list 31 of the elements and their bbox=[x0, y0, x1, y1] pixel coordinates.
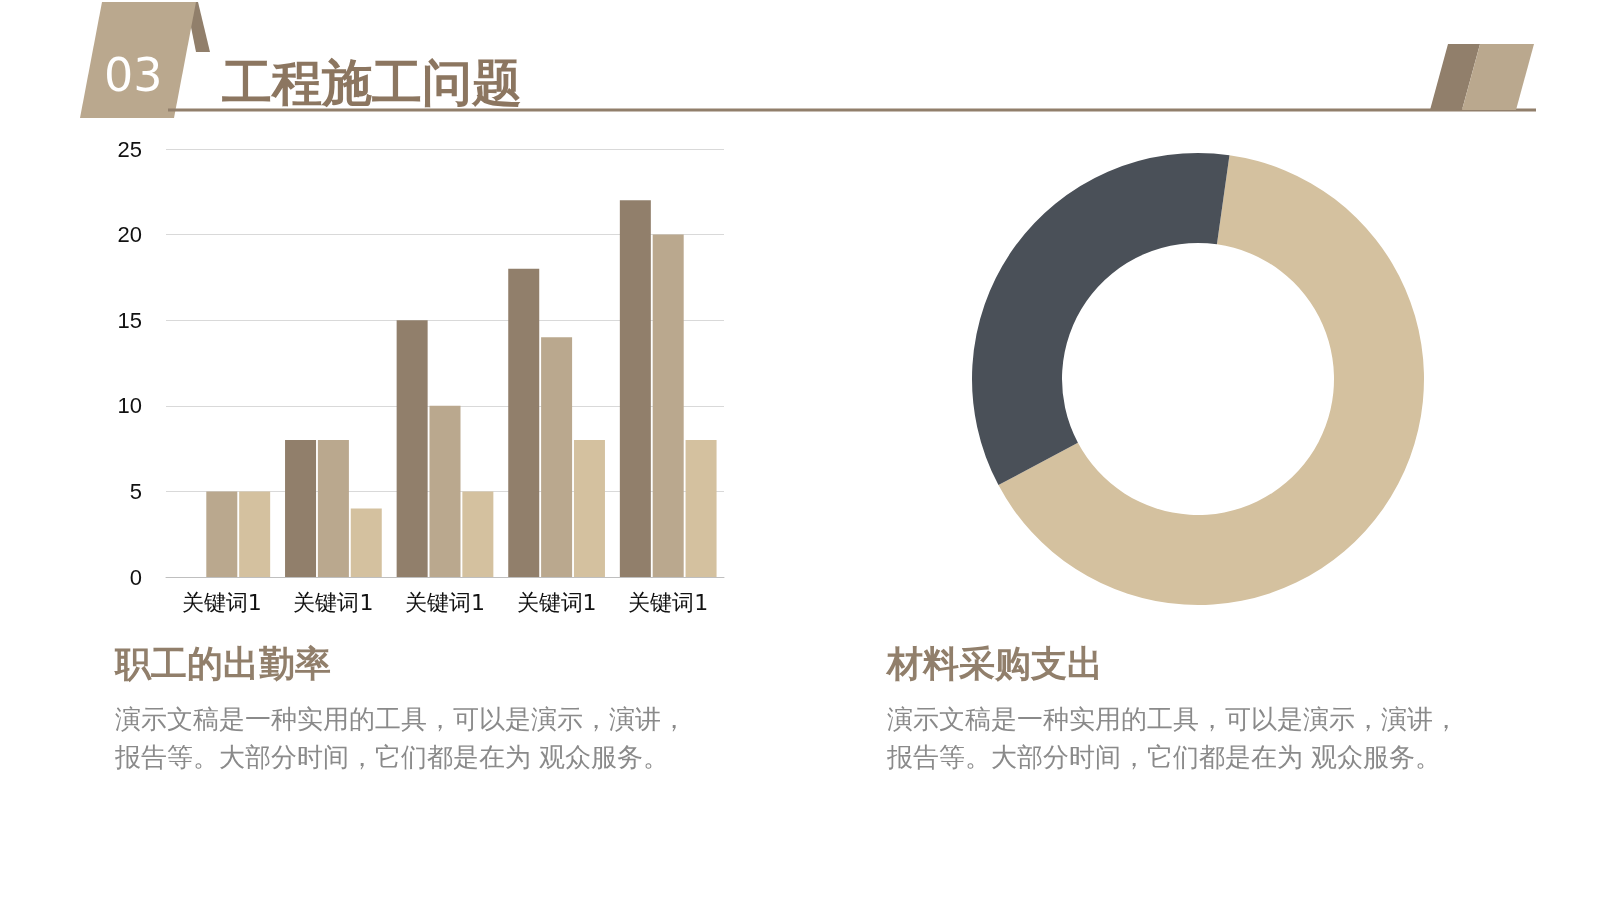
x-tick-label: 关键词1 bbox=[293, 589, 374, 615]
y-tick-label: 0 bbox=[129, 564, 142, 590]
text: 03 bbox=[104, 48, 163, 102]
x-tick-label: 关键词1 bbox=[516, 589, 597, 615]
text: 演示文稿是一种实用的工具，可以是演示，演讲，报告等。大部分时间，它们都是在为 观众服务。 bbox=[887, 703, 1460, 774]
bar bbox=[350, 508, 382, 577]
bar bbox=[573, 440, 605, 577]
text: 演示文稿是一种实用的工具，可以是演示，演讲，报告等。大部分时间，它们都是在为 观众服务。 bbox=[115, 703, 688, 774]
y-tick-label: 25 bbox=[117, 136, 142, 162]
bar bbox=[462, 491, 494, 577]
y-tick-label: 5 bbox=[129, 478, 142, 504]
bar bbox=[396, 320, 428, 577]
bar bbox=[429, 405, 461, 577]
x-tick-label: 关键词1 bbox=[405, 589, 485, 615]
text: 材料采购支出 bbox=[887, 642, 1103, 686]
text: 工程施工问题 bbox=[222, 53, 522, 114]
y-tick-label: 20 bbox=[117, 222, 142, 248]
bar bbox=[317, 440, 349, 577]
x-tick-label: 关键词1 bbox=[628, 589, 709, 615]
bar bbox=[206, 491, 238, 577]
bar bbox=[541, 337, 573, 577]
x-tick-label: 关键词1 bbox=[181, 589, 262, 615]
bar bbox=[239, 491, 271, 577]
text: 职工的出勤率 bbox=[115, 642, 331, 686]
bar bbox=[685, 440, 717, 577]
bar bbox=[285, 440, 317, 577]
bar bbox=[619, 200, 651, 577]
bar bbox=[508, 268, 540, 577]
bar bbox=[652, 234, 684, 577]
y-tick-label: 10 bbox=[117, 393, 142, 419]
y-tick-label: 15 bbox=[117, 307, 142, 333]
